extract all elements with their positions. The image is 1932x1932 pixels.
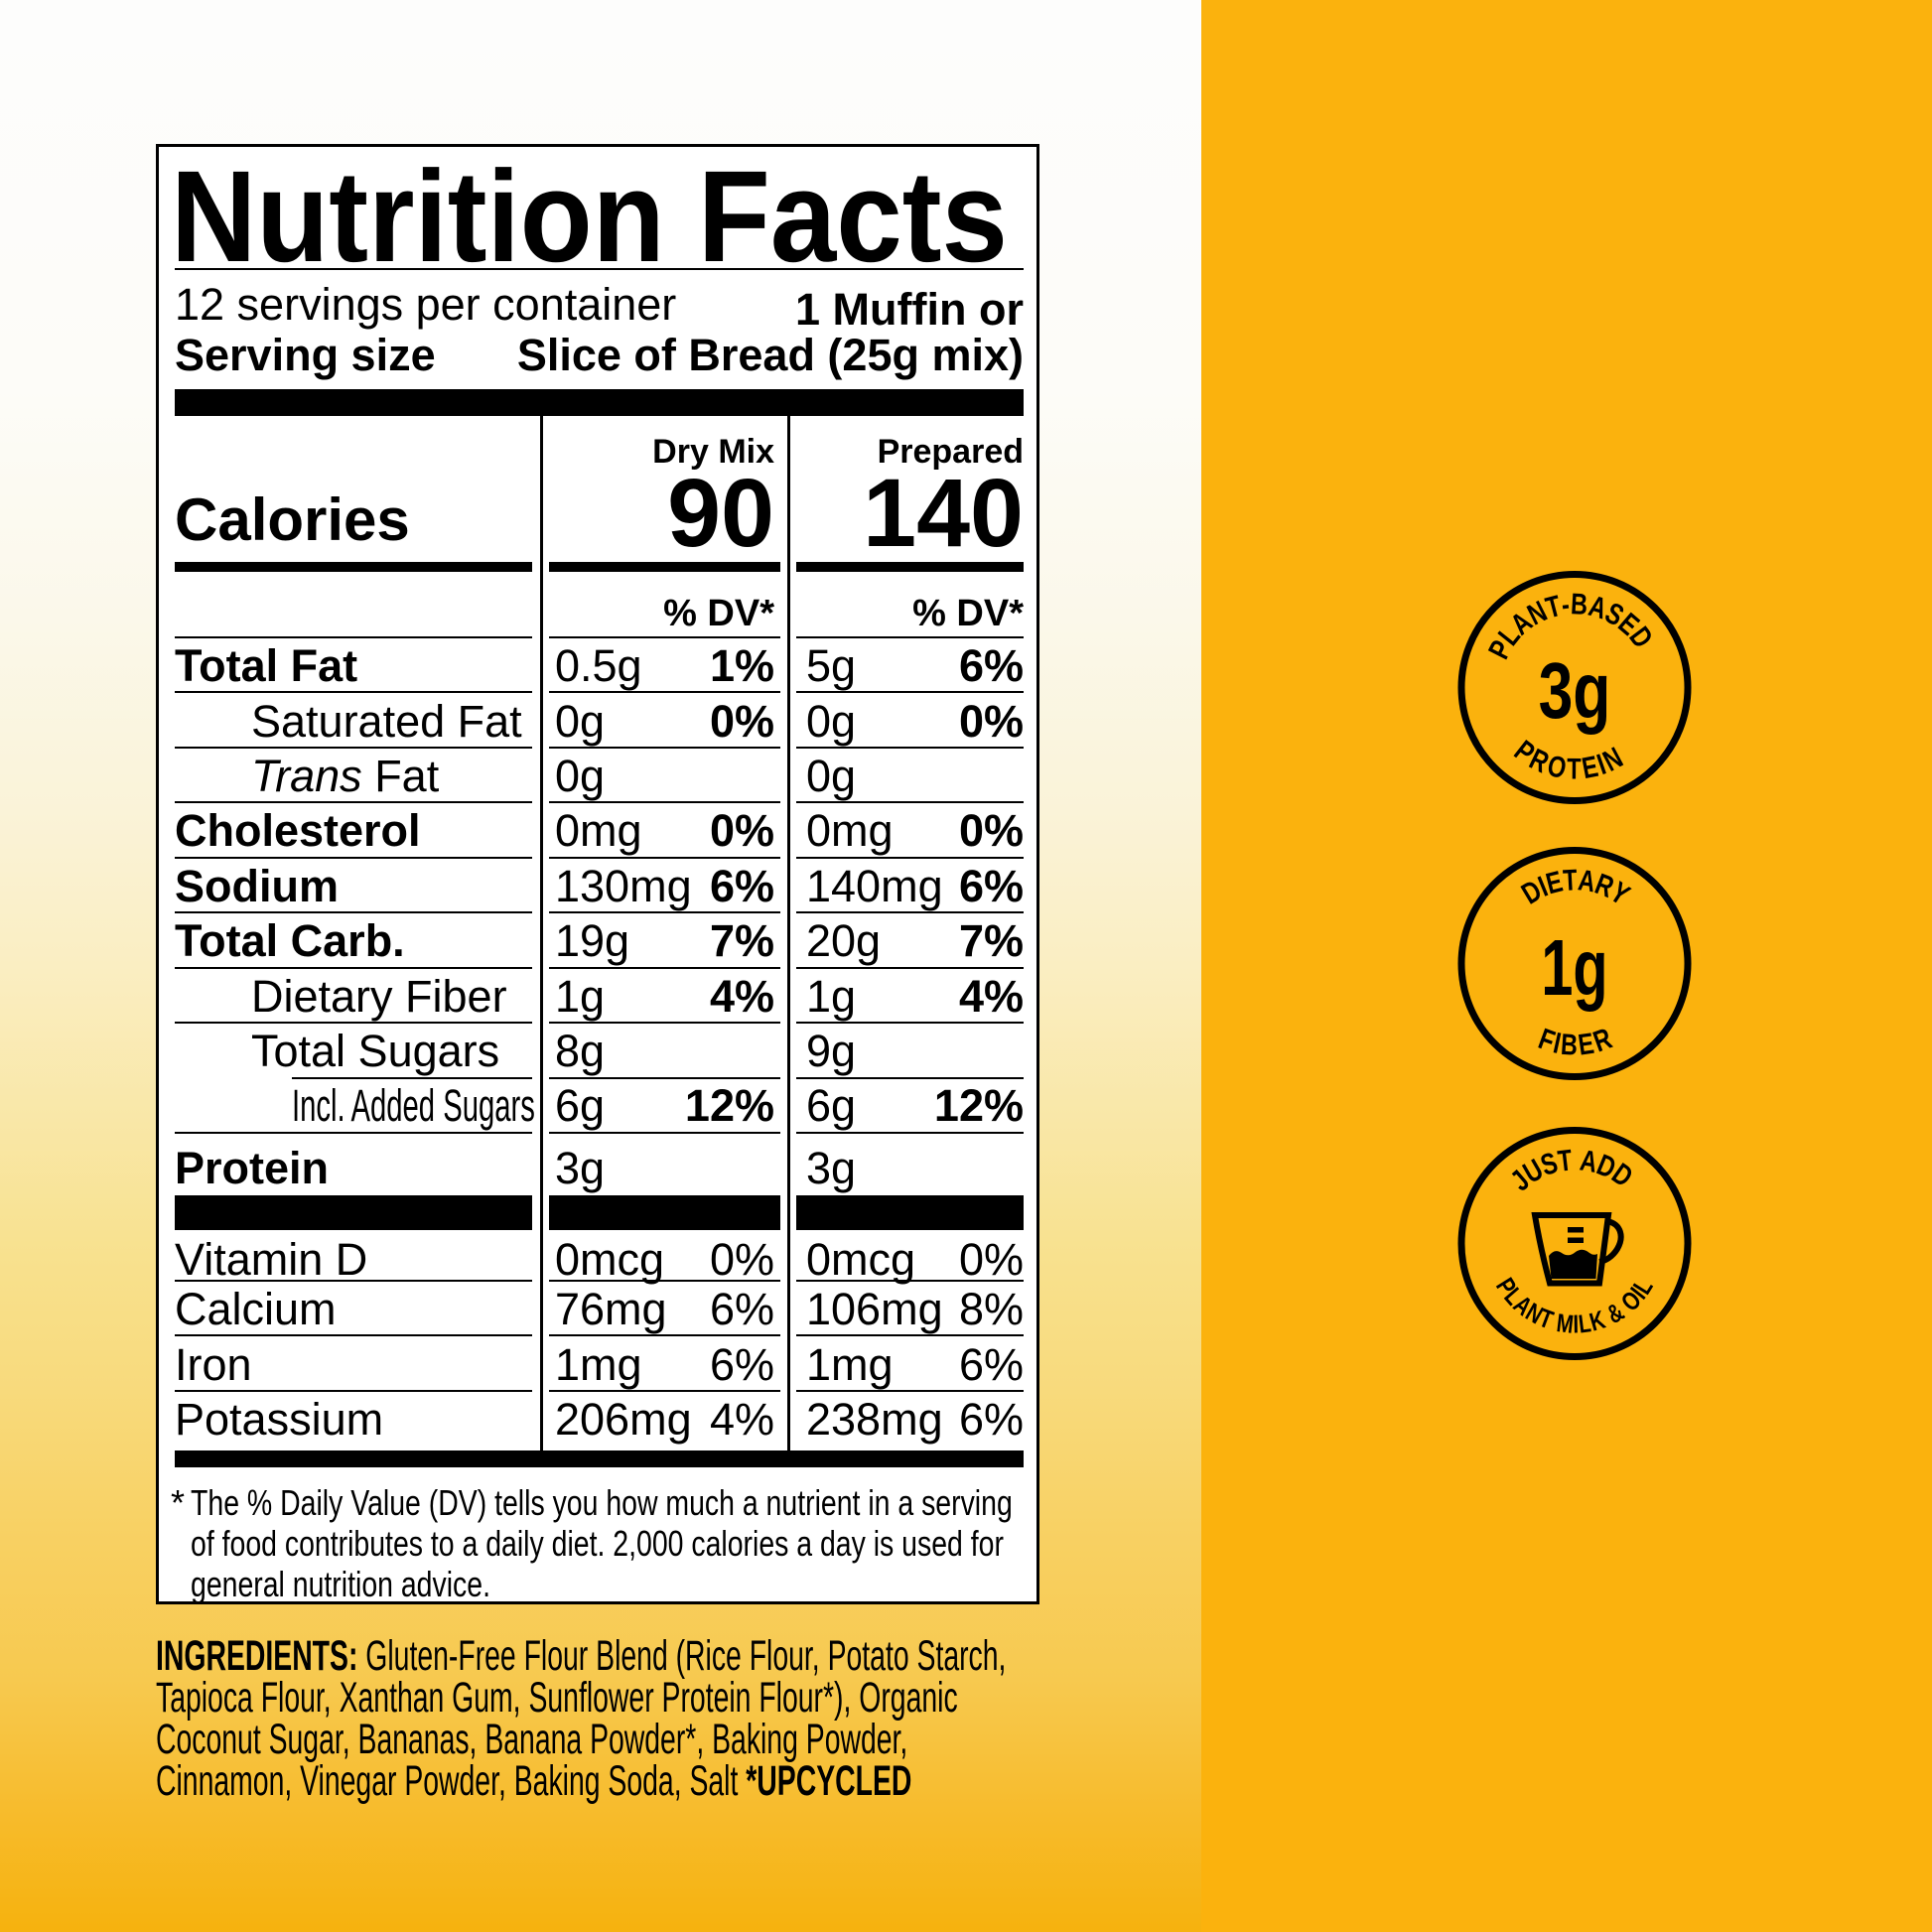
svg-text:T: T: [1556, 1144, 1575, 1178]
svg-text:E: E: [1580, 750, 1601, 785]
svg-text:T: T: [1562, 863, 1579, 897]
svg-text:A: A: [1578, 1144, 1599, 1179]
svg-text:I: I: [1573, 1310, 1579, 1338]
svg-text:M: M: [1555, 1309, 1575, 1339]
svg-text:L: L: [1577, 1309, 1592, 1338]
svg-text:E: E: [1577, 1027, 1596, 1061]
svg-text:B: B: [1570, 587, 1588, 621]
svg-text:B: B: [1560, 1028, 1579, 1061]
svg-text:1g: 1g: [1541, 923, 1607, 1013]
svg-text:3g: 3g: [1539, 647, 1611, 736]
svg-text:-: -: [1560, 588, 1571, 621]
svg-text:A: A: [1577, 864, 1598, 899]
svg-text:T: T: [1567, 753, 1582, 786]
